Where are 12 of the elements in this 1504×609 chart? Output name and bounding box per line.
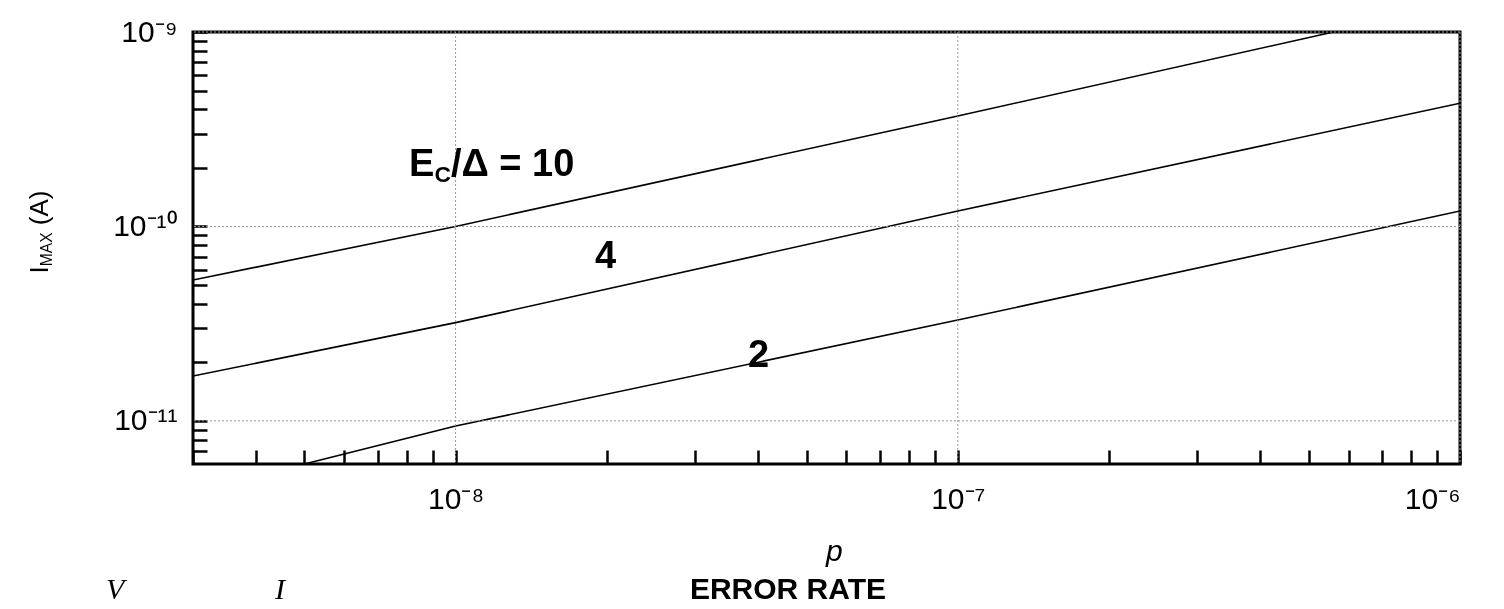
y-tick-label: 10⁻¹⁰ bbox=[113, 208, 178, 242]
x-axis-title: ERROR RATE bbox=[688, 572, 888, 605]
series-label: 4 bbox=[595, 233, 617, 276]
series-label: E$_{C}$/Δ = 10 bbox=[409, 141, 575, 187]
text: V bbox=[106, 572, 125, 605]
x-tick-label: 10⁻⁶ bbox=[1404, 481, 1461, 515]
x-tick-label: 10⁻⁷ bbox=[931, 481, 986, 515]
y-tick-label: 10⁻¹¹ bbox=[114, 403, 178, 437]
text: I bbox=[275, 572, 285, 605]
text: p bbox=[826, 534, 843, 567]
y-tick-label: 10⁻⁹ bbox=[121, 14, 178, 48]
x-tick-label: 10⁻⁸ bbox=[428, 481, 485, 515]
